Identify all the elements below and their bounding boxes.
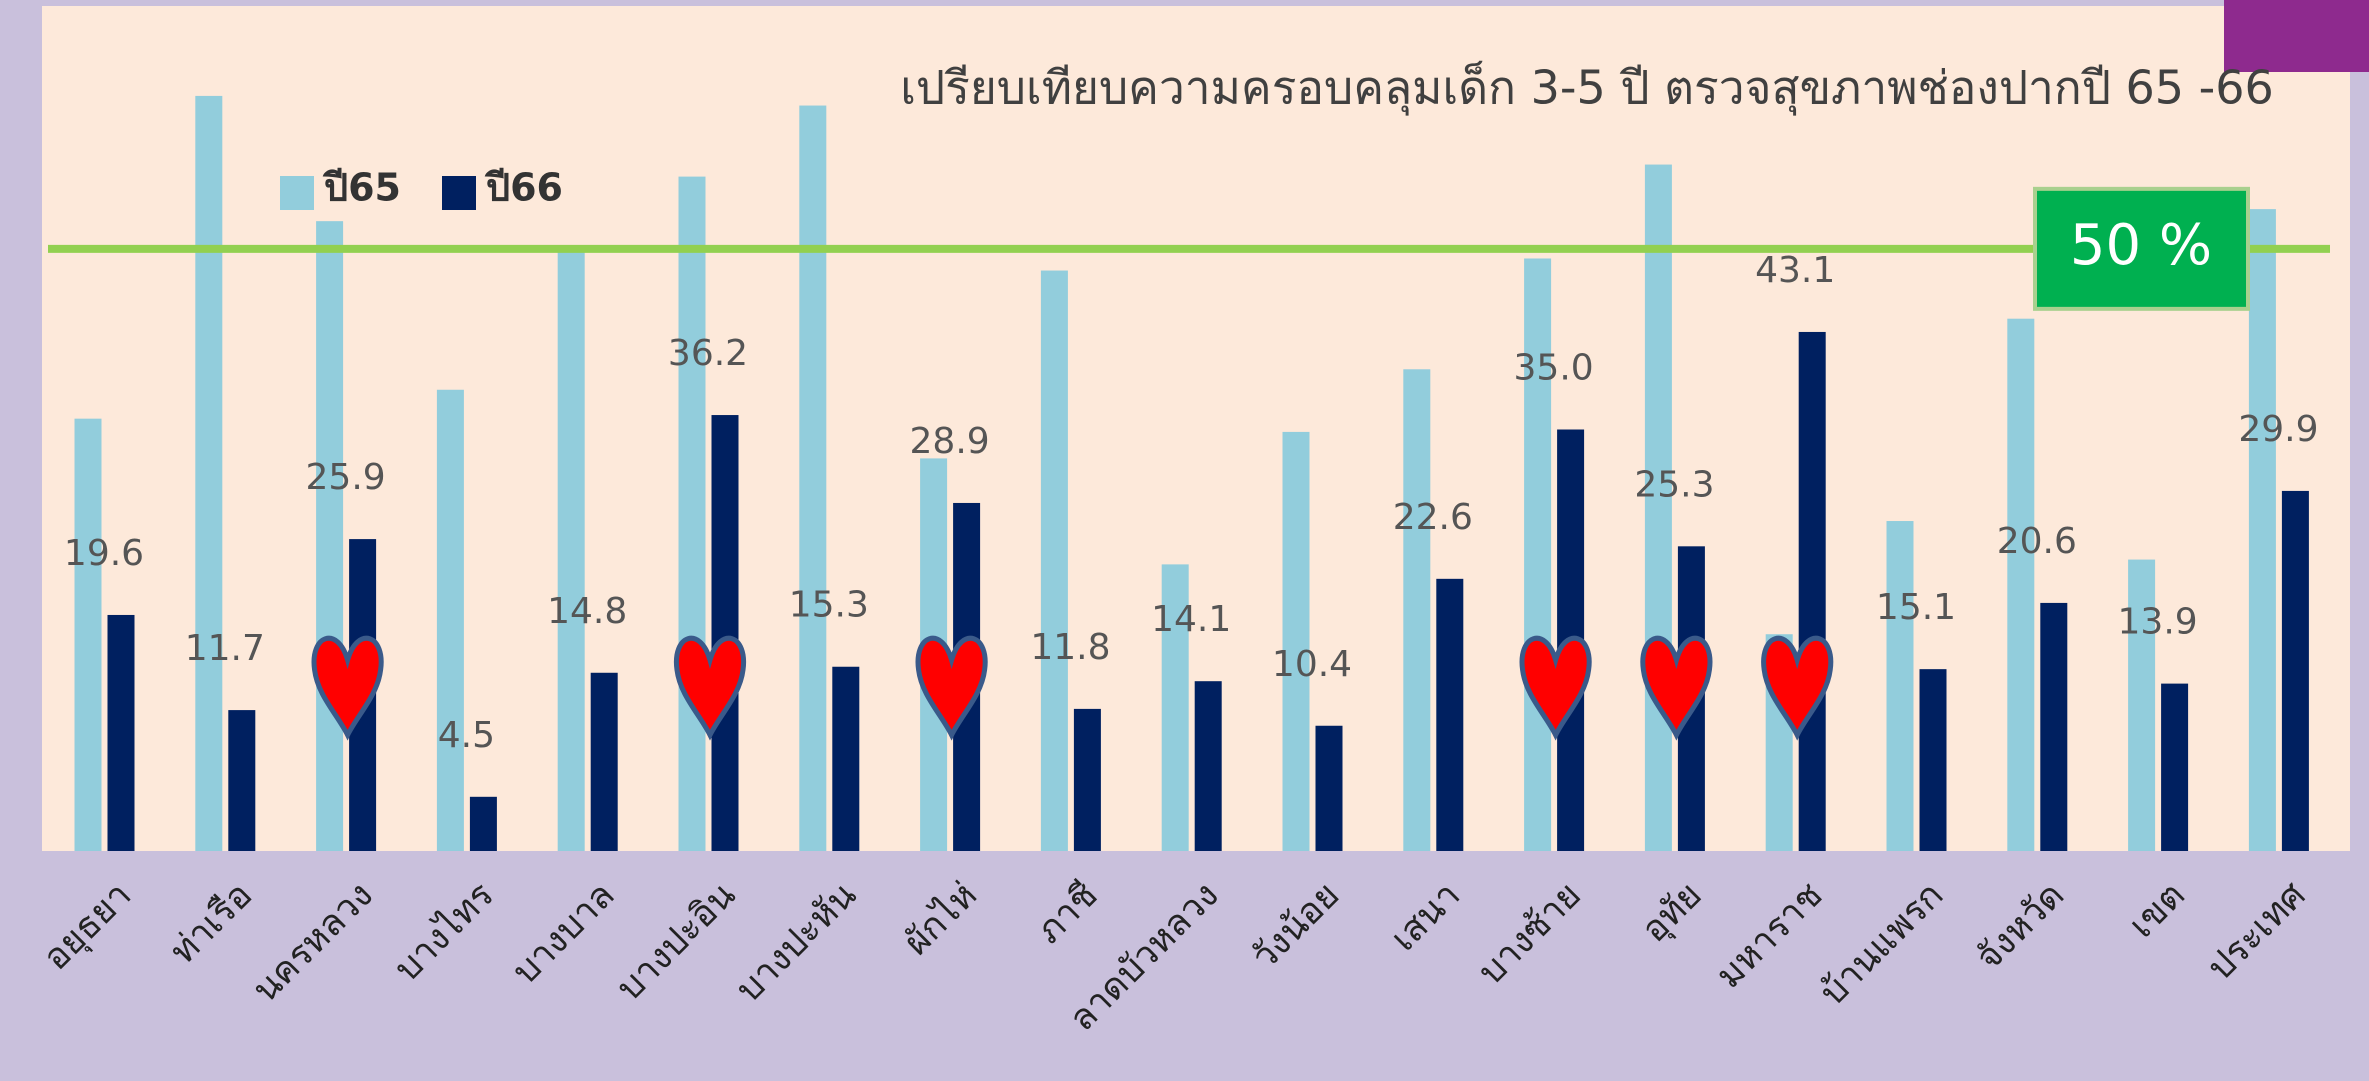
- bar: [1920, 669, 1947, 851]
- value-label: 10.4: [1272, 644, 1352, 685]
- bar: [195, 96, 222, 851]
- bar: [1316, 726, 1343, 851]
- value-label: 19.6: [64, 533, 144, 574]
- value-label: 35.0: [1514, 348, 1594, 389]
- chart-title: เปรียบเทียบความครอบคลุมเด็ก 3-5 ปี ตรวจส…: [900, 61, 2274, 117]
- value-label: 25.3: [1634, 464, 1714, 505]
- bar: [1436, 579, 1463, 851]
- legend-swatch: [442, 176, 476, 210]
- bar: [591, 673, 618, 851]
- value-label: 28.9: [910, 421, 990, 462]
- bar: [2249, 209, 2276, 851]
- value-label: 11.8: [1030, 627, 1110, 668]
- value-label: 13.9: [2118, 602, 2198, 643]
- value-label: 11.7: [185, 628, 265, 669]
- bar: [1403, 369, 1430, 851]
- value-label: 43.1: [1755, 250, 1835, 291]
- bar: [832, 667, 859, 851]
- bar: [1074, 709, 1101, 851]
- value-label: 14.1: [1151, 599, 1231, 640]
- value-label: 15.1: [1876, 587, 1956, 628]
- value-label: 36.2: [668, 333, 748, 374]
- bar: [679, 177, 706, 851]
- legend-label: ปี66: [484, 166, 563, 210]
- value-label: 25.9: [306, 457, 386, 498]
- bar: [75, 419, 102, 851]
- bar: [1645, 165, 1672, 851]
- bar: [799, 106, 826, 851]
- bar: [108, 615, 135, 851]
- bar: [2007, 319, 2034, 851]
- bar: [2282, 491, 2309, 851]
- legend-swatch: [280, 176, 314, 210]
- value-label: 22.6: [1393, 497, 1473, 538]
- legend-label: ปี65: [322, 166, 401, 210]
- bar: [228, 710, 255, 851]
- bar: [712, 415, 739, 851]
- value-label: 29.9: [2238, 409, 2318, 450]
- reference-label: 50 %: [2070, 213, 2212, 278]
- bar: [2040, 603, 2067, 851]
- chart: เปรียบเทียบความครอบคลุมเด็ก 3-5 ปี ตรวจส…: [0, 0, 2369, 1081]
- bar: [2161, 684, 2188, 851]
- bar: [470, 797, 497, 851]
- bar: [1283, 432, 1310, 851]
- bar: [316, 221, 343, 851]
- bar: [1195, 681, 1222, 851]
- page: เปรียบเทียบความครอบคลุมเด็ก 3-5 ปี ตรวจส…: [0, 0, 2369, 1081]
- value-label: 15.3: [789, 585, 869, 626]
- bar: [1799, 332, 1826, 851]
- value-label: 14.8: [547, 591, 627, 632]
- bar: [437, 390, 464, 851]
- value-label: 4.5: [438, 715, 495, 756]
- value-label: 20.6: [1997, 521, 2077, 562]
- bar: [1041, 271, 1068, 851]
- bar: [1887, 521, 1914, 851]
- bar: [558, 245, 585, 851]
